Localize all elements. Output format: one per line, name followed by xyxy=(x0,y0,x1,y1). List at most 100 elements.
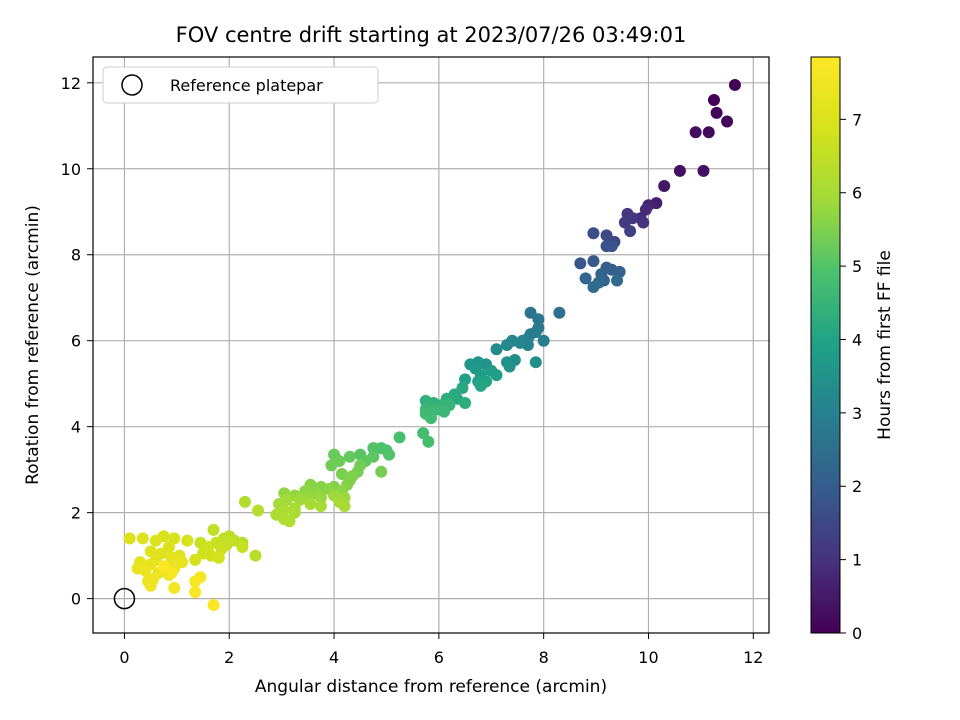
data-point xyxy=(338,500,351,513)
data-point xyxy=(207,599,220,612)
data-point xyxy=(553,306,566,319)
data-point xyxy=(490,343,503,356)
data-point xyxy=(375,465,388,478)
legend-reference-marker xyxy=(121,74,143,96)
colorbar-tick-label: 0 xyxy=(852,624,862,643)
data-point xyxy=(249,549,262,562)
data-point xyxy=(728,78,741,91)
data-point xyxy=(637,216,650,229)
data-point xyxy=(367,442,380,455)
data-point xyxy=(697,164,710,177)
colorbar-tick-label: 3 xyxy=(852,404,862,423)
x-tick-label: 0 xyxy=(119,648,129,667)
data-point xyxy=(587,227,600,240)
data-point xyxy=(529,356,542,369)
colorbar-tick-label: 6 xyxy=(852,184,862,203)
data-point xyxy=(425,412,437,425)
data-point xyxy=(181,534,194,547)
data-point xyxy=(343,450,356,463)
colorbar-ticks: 0 1 2 3 4 5 6 7 xyxy=(840,110,862,643)
data-point xyxy=(605,240,618,253)
colorbar-tick-label: 4 xyxy=(852,330,862,349)
colorbar-label: Hours from first FF file xyxy=(875,250,895,440)
data-point xyxy=(288,506,301,519)
grid-lines xyxy=(93,57,769,633)
x-tick-label: 6 xyxy=(434,648,444,667)
y-tick-label: 0 xyxy=(71,590,81,609)
data-point xyxy=(168,532,181,545)
data-point xyxy=(189,586,202,599)
data-point xyxy=(123,532,136,545)
y-tick-label: 8 xyxy=(71,246,81,265)
data-point xyxy=(702,126,715,139)
data-point xyxy=(207,523,220,536)
y-tick-label: 2 xyxy=(71,504,81,523)
data-point xyxy=(157,560,170,573)
plot-frame xyxy=(92,56,770,634)
data-point xyxy=(314,500,327,513)
data-point xyxy=(325,459,338,472)
legend-box xyxy=(102,66,379,104)
data-point xyxy=(422,435,435,448)
data-point xyxy=(238,495,251,508)
data-point xyxy=(438,405,451,418)
data-point xyxy=(574,257,587,270)
data-point xyxy=(514,336,527,349)
chart-title: FOV centre drift starting at 2023/07/26 … xyxy=(176,23,687,47)
colorbar-gradient xyxy=(810,56,841,634)
colorbar: 0 1 2 3 4 5 6 7 Hours from first FF file xyxy=(810,56,895,643)
reference-marker xyxy=(113,587,136,610)
data-point xyxy=(673,164,686,177)
colorbar-tick-label: 7 xyxy=(852,110,862,129)
legend: Reference platepar xyxy=(102,66,379,104)
data-point xyxy=(639,203,652,216)
data-point xyxy=(144,545,157,558)
x-tick-label: 2 xyxy=(224,648,234,667)
x-tick-label: 8 xyxy=(539,648,549,667)
data-point xyxy=(658,179,671,192)
colorbar-tick-label: 5 xyxy=(852,257,862,276)
x-tick-label: 4 xyxy=(329,648,339,667)
x-tick-label: 12 xyxy=(743,648,763,667)
data-point xyxy=(689,126,702,139)
data-point xyxy=(537,334,550,347)
x-axis-label: Angular distance from reference (arcmin) xyxy=(255,677,607,697)
data-point xyxy=(587,280,600,293)
y-tick-label: 4 xyxy=(71,418,81,437)
data-point xyxy=(710,106,723,119)
legend-label: Reference platepar xyxy=(170,76,323,95)
colorbar-tick-label: 1 xyxy=(852,551,862,570)
y-tick-label: 12 xyxy=(61,74,81,93)
y-tick-label: 6 xyxy=(71,332,81,351)
data-point xyxy=(212,551,225,564)
data-point xyxy=(189,575,202,588)
data-point xyxy=(474,379,487,392)
data-point xyxy=(532,313,545,326)
y-axis-label: Rotation from reference (arcmin) xyxy=(23,205,43,485)
data-point xyxy=(600,229,613,242)
data-point xyxy=(459,397,472,410)
y-tick-label: 10 xyxy=(61,160,81,179)
data-point xyxy=(383,448,396,461)
data-point xyxy=(707,93,720,106)
data-point xyxy=(189,553,202,566)
x-axis-ticks: 0 2 4 6 8 10 12 xyxy=(119,633,763,667)
data-point xyxy=(139,564,152,577)
y-axis-ticks: 0 2 4 6 8 10 12 xyxy=(61,74,93,609)
data-point xyxy=(417,427,430,440)
x-tick-label: 10 xyxy=(638,648,658,667)
data-point xyxy=(587,255,600,268)
data-point xyxy=(252,504,265,517)
data-point xyxy=(293,493,306,506)
data-point xyxy=(490,369,503,382)
data-point xyxy=(236,541,249,554)
data-point xyxy=(136,532,149,545)
data-points xyxy=(123,78,741,612)
data-point xyxy=(579,272,592,285)
data-point xyxy=(165,551,178,564)
data-point xyxy=(283,515,296,528)
data-point xyxy=(503,360,516,373)
data-point xyxy=(304,498,317,511)
